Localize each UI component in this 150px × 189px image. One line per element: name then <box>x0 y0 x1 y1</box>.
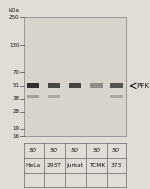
Text: PFKFB2: PFKFB2 <box>136 83 150 89</box>
Text: 51: 51 <box>12 83 20 88</box>
Text: 16: 16 <box>12 134 20 139</box>
Bar <box>48 94 60 98</box>
Text: 70: 70 <box>12 70 20 75</box>
Bar <box>27 83 39 88</box>
Bar <box>90 83 103 88</box>
Text: 50: 50 <box>93 148 101 153</box>
Text: kDa: kDa <box>9 8 20 13</box>
Text: 28: 28 <box>12 109 20 114</box>
Text: 373: 373 <box>111 163 122 168</box>
Text: 293T: 293T <box>47 163 61 168</box>
Text: 250: 250 <box>9 15 20 19</box>
Bar <box>69 83 81 88</box>
Text: 50: 50 <box>50 148 58 153</box>
Text: TCMK: TCMK <box>89 163 105 168</box>
Bar <box>24 17 126 136</box>
Bar <box>110 83 123 88</box>
Text: 50: 50 <box>71 148 79 153</box>
Text: HeLa: HeLa <box>26 163 40 168</box>
Text: 130: 130 <box>9 43 20 48</box>
Bar <box>110 94 123 98</box>
Bar <box>48 83 60 88</box>
Text: 50: 50 <box>112 148 120 153</box>
Text: 50: 50 <box>29 148 37 153</box>
Text: Jurkat: Jurkat <box>66 163 84 168</box>
Text: 19: 19 <box>12 126 20 131</box>
Text: 38: 38 <box>12 96 20 101</box>
Bar <box>27 94 39 98</box>
